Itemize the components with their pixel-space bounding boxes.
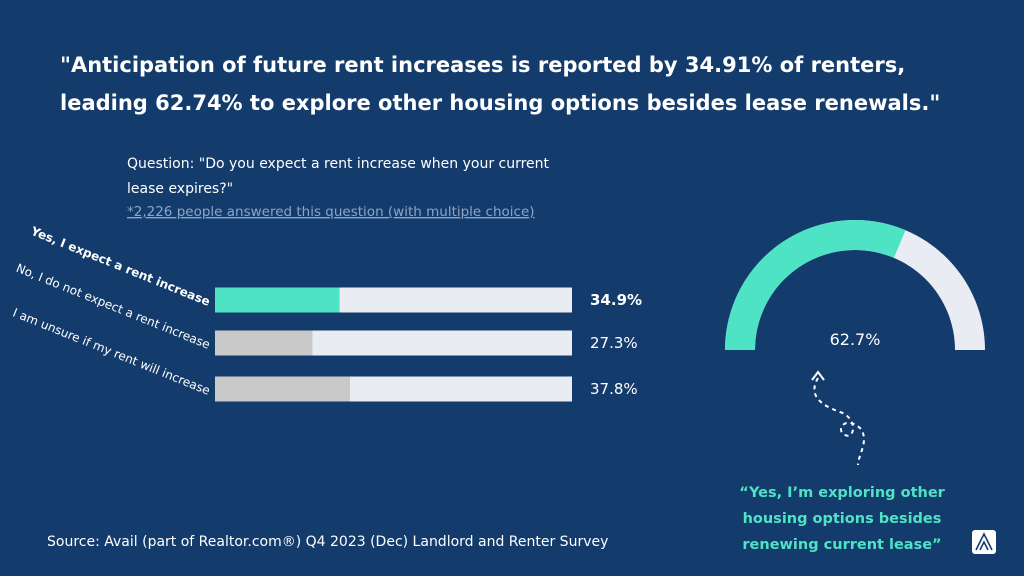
- caption: “Yes, I’m exploring other: [739, 485, 945, 501]
- source: Source: Avail (part of Realtor.com®) Q4 …: [47, 534, 608, 550]
- caption: renewing current lease”: [742, 537, 941, 553]
- question: lease expires?": [127, 181, 233, 197]
- bar: [215, 330, 313, 356]
- value-label: 37.8%: [590, 380, 638, 398]
- headline: "Anticipation of future rent increases i…: [60, 53, 905, 77]
- value-label: 27.3%: [590, 334, 638, 352]
- question: Question: "Do you expect a rent increase…: [127, 156, 550, 172]
- headline: leading 62.74% to explore other housing …: [60, 91, 940, 115]
- note: *2,226 people answered this question (wi…: [127, 204, 535, 220]
- arrow: [811, 370, 865, 466]
- gauge-label: 62.7%: [830, 330, 881, 349]
- gauge-value: [725, 219, 906, 350]
- caption: housing options besides: [743, 511, 942, 527]
- value-label: 34.9%: [590, 291, 642, 309]
- logo: [972, 530, 996, 554]
- bar: [215, 287, 340, 313]
- bar: [215, 376, 350, 402]
